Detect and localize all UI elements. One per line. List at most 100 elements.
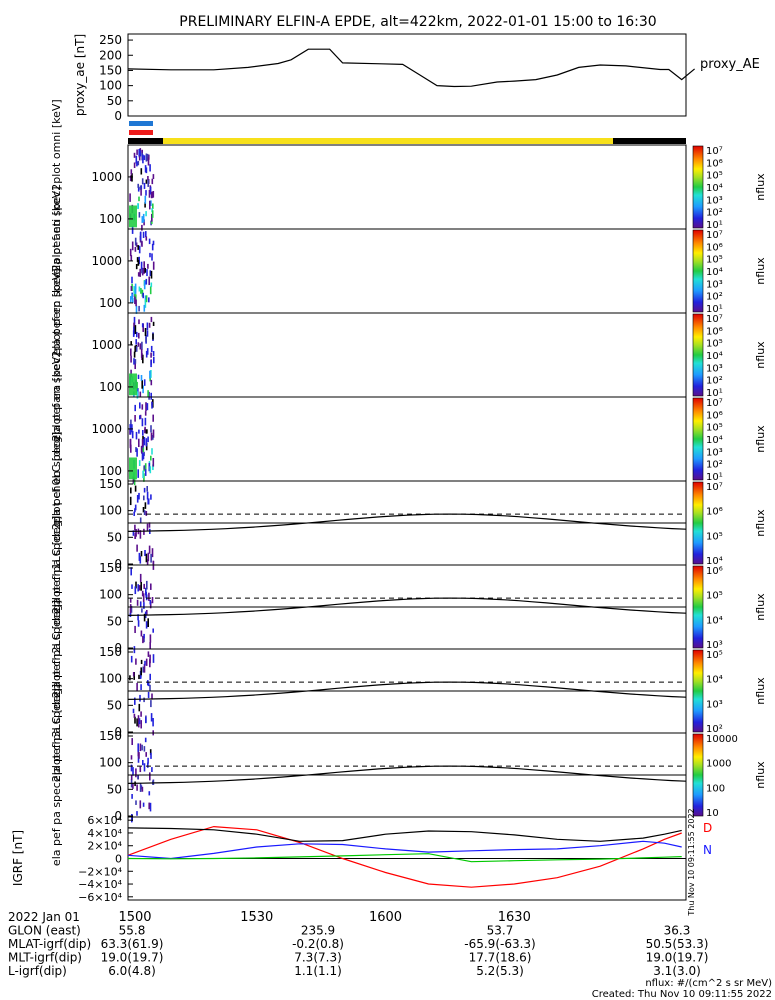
igrf-ytick-label: 4×10⁴ <box>87 827 122 840</box>
spectrogram-pixel <box>144 428 146 434</box>
spectrogram-pixel <box>150 455 152 461</box>
spectrogram-pixel <box>147 552 150 562</box>
spectrogram-pixel <box>142 354 144 364</box>
spectrogram-pixel <box>132 783 134 789</box>
spectrogram-pixel <box>152 458 155 467</box>
spectrogram-pixel <box>147 263 149 269</box>
spectrogram-pixel <box>146 348 149 355</box>
spectrogram-pixel <box>139 517 142 524</box>
colorbar-tick-label: 10² <box>706 724 723 735</box>
spectrogram-pixel <box>146 610 148 615</box>
spectrogram-pixel <box>130 296 132 303</box>
colorbar <box>692 565 704 649</box>
spectrogram-pixel <box>130 764 133 772</box>
spectrogram-pixel <box>141 341 143 350</box>
colorbar-tick-label: 10² <box>706 460 723 471</box>
colorbar <box>692 145 704 229</box>
panel-frame <box>127 144 687 230</box>
spectrogram-pixel <box>130 655 133 663</box>
spectrogram-pixel <box>139 783 142 792</box>
spectrogram-pixel <box>149 684 151 691</box>
colorbar-tick-label: 10⁷ <box>706 230 723 241</box>
colorbar-tick-label: 10¹ <box>706 220 723 231</box>
spectrogram-pixel <box>152 240 155 246</box>
spectrogram-pixel <box>143 763 146 772</box>
spectrogram-pixel <box>131 430 134 439</box>
spectrogram-pixel <box>141 216 144 223</box>
spectrogram-pixel <box>129 608 132 617</box>
spectrogram-pixel <box>137 584 139 592</box>
spectrogram-pixel <box>135 346 138 352</box>
spectrogram-pixel <box>138 585 141 591</box>
spectrogram-pixel <box>137 160 140 166</box>
spectrogram-pixel <box>147 681 150 687</box>
spectrogram-pixel <box>133 646 136 654</box>
spectrogram-pixel <box>148 276 150 286</box>
spectrogram-pixel <box>149 749 152 755</box>
panel-ytick-label: 100 <box>99 464 122 478</box>
spectrogram-pixel <box>148 522 151 528</box>
spectrogram-pixel <box>150 553 152 563</box>
spectrogram-pixel <box>153 356 155 364</box>
footer-units: nflux: #/(cm^2 s sr MeV) <box>645 978 772 989</box>
spectrogram-pixel <box>134 296 136 305</box>
spectrogram-pixel <box>142 666 144 673</box>
spectrogram-pixel <box>145 587 147 596</box>
colorbar-tick-label: 10⁴ <box>706 183 723 194</box>
spectrogram-pixel <box>131 241 134 251</box>
spectrogram-pixel <box>130 169 133 175</box>
spectrogram-pixel <box>150 370 152 378</box>
panel-ytick-label: 1000 <box>91 170 122 184</box>
panel-ytick-label: 50 <box>107 614 122 628</box>
colorbar-tick-label: 10⁵ <box>706 255 723 266</box>
spectrogram-pixel <box>131 584 133 589</box>
spectrogram-pixel <box>145 190 147 196</box>
spectrogram-pixel <box>145 179 148 184</box>
spectrogram-pixel <box>145 752 147 757</box>
igrf-lines <box>127 825 682 888</box>
spectrogram-pixel <box>145 350 148 358</box>
igrf-ytick-label: 6×10⁴ <box>87 814 122 827</box>
spectrogram-pixel <box>141 590 144 597</box>
spectrogram-pixel <box>138 674 140 680</box>
spectrogram-pixel <box>135 264 138 270</box>
panel-ytick-label: 0 <box>114 641 122 655</box>
spectrogram-pixel <box>145 295 148 303</box>
spectrogram-pixel <box>146 403 149 411</box>
spectrogram-pixel <box>142 292 144 299</box>
colorbar-tick-label: 10⁴ <box>706 435 723 446</box>
igrf-ytick-label: −6×10⁴ <box>78 891 122 904</box>
ephemeris-value: 5.2(5.3) <box>476 964 524 978</box>
spectrogram-pixel <box>130 355 132 363</box>
spectrogram-pixel <box>133 358 135 365</box>
ephemeris-value: 50.5(53.3) <box>646 937 709 951</box>
colorbar-label: nflux <box>754 593 767 621</box>
ephemeris-value: 3.1(3.0) <box>653 964 701 978</box>
colorbar-tick-label: 10⁴ <box>706 615 723 626</box>
igrf-ytick-label: −2×10⁴ <box>78 865 122 878</box>
spectrogram-pixel <box>152 464 154 471</box>
panel-ytick-label: 100 <box>99 380 122 394</box>
colorbar <box>692 649 704 733</box>
status-bar-black-right <box>613 138 686 144</box>
loss-cone-curve <box>127 681 687 700</box>
spectrogram-pixel <box>133 286 135 295</box>
spectrogram-pixel <box>130 605 133 613</box>
colorbar-tick-label: 10³ <box>706 447 723 458</box>
ephemeris-row-label: GLON (east) <box>8 924 81 938</box>
spectrogram-pixel <box>139 150 142 157</box>
ephemeris-value: 17.7(18.6) <box>469 951 532 965</box>
spectrogram-pixel <box>135 581 137 589</box>
spectrogram-pixel <box>135 768 137 778</box>
spectrogram-pixel <box>134 415 136 422</box>
spectrogram-pixel <box>130 348 132 356</box>
spectrogram-pixel <box>130 567 132 576</box>
spectrogram-pixel <box>143 510 146 515</box>
spectrogram-pixel <box>132 530 135 536</box>
spectrogram-pixel <box>136 682 138 692</box>
spectrogram-pixel <box>149 286 152 295</box>
spectrogram-pixel <box>145 211 147 217</box>
spectrogram-pixel <box>146 269 148 277</box>
